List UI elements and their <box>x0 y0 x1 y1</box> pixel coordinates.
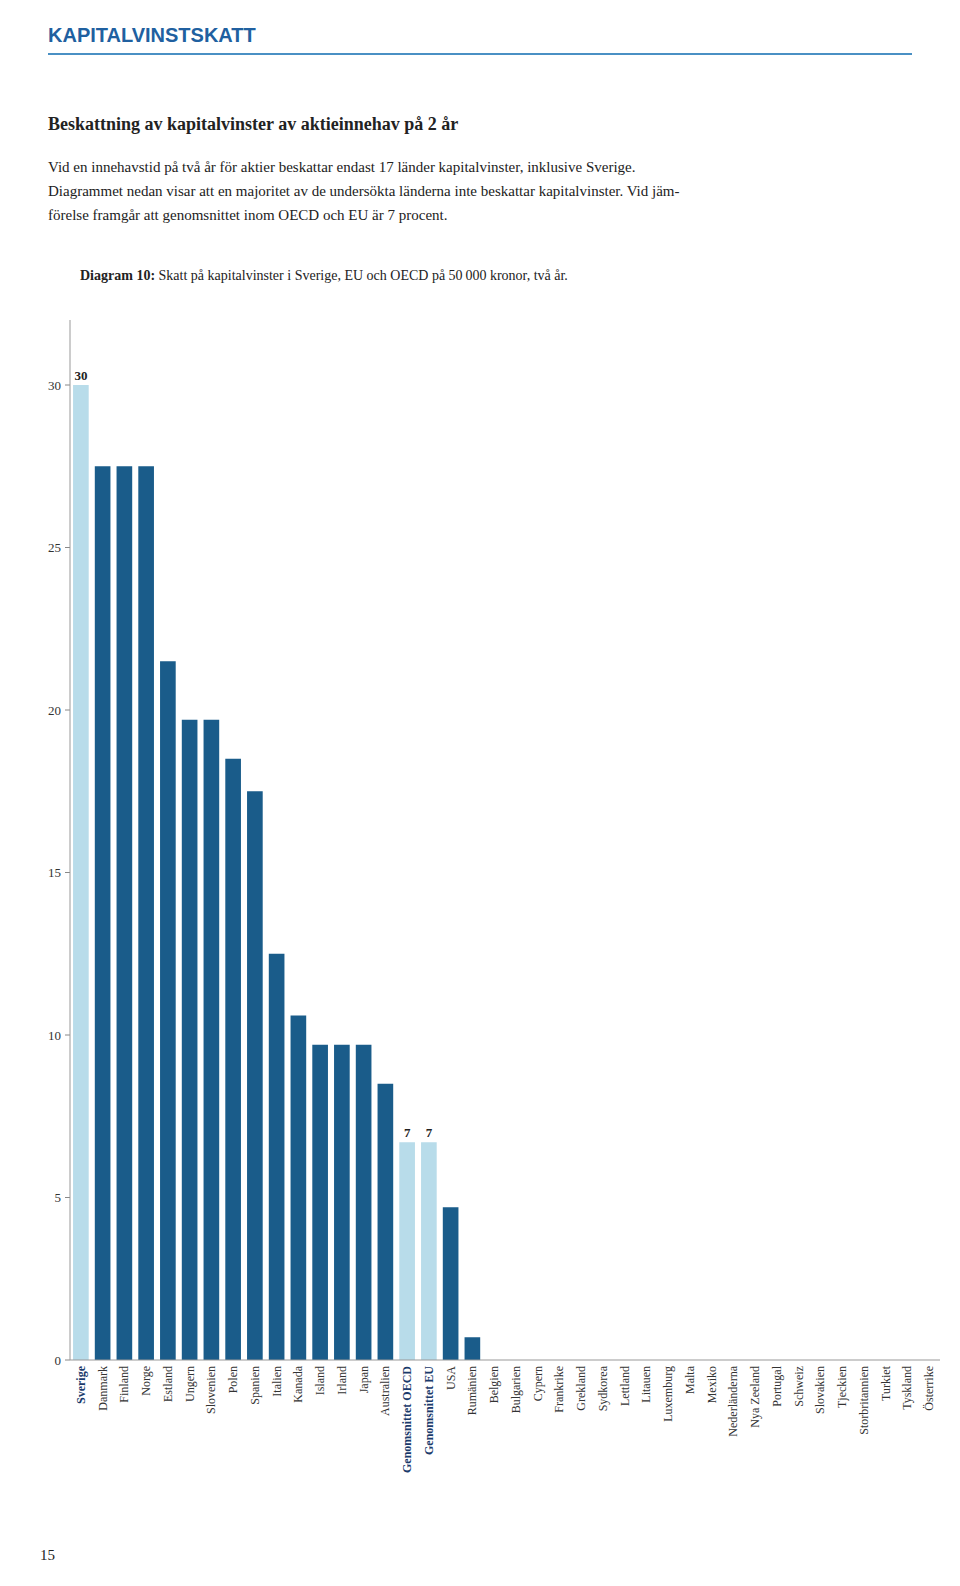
y-tick <box>65 1035 70 1036</box>
page-number: 15 <box>40 1547 55 1563</box>
title-rule <box>48 53 912 55</box>
x-tick-label: Österrike <box>922 1366 936 1411</box>
x-tick-label: Sverige <box>74 1365 88 1404</box>
bar <box>378 1084 394 1360</box>
x-tick-label: Spanien <box>248 1366 262 1405</box>
x-tick-label: Danmark <box>96 1366 110 1411</box>
chart: 0 5 10 15 20 25 30 30 77 Sverige Danmark Finland Nor… <box>48 320 940 1473</box>
data-label: 7 <box>426 1125 433 1140</box>
bar <box>421 1142 437 1360</box>
x-tick-label: Norge <box>139 1366 153 1396</box>
x-tick-label: Ungern <box>183 1366 197 1402</box>
diagram-label: Diagram 10: Skatt på kapitalvinster i Sv… <box>80 268 568 283</box>
bar <box>312 1045 328 1360</box>
y-tick <box>65 1360 70 1361</box>
x-tick-label: Portugal <box>770 1365 784 1406</box>
data-label: 30 <box>74 368 87 383</box>
x-tick-label: Lettland <box>618 1366 632 1406</box>
x-tick-label: Kanada <box>291 1365 305 1402</box>
bar <box>95 466 111 1360</box>
diagram-label-bold: Diagram 10: <box>80 268 155 283</box>
y-tick-label: 0 <box>55 1353 62 1368</box>
x-tick-label: Storbritannien <box>857 1366 871 1435</box>
x-tick-label: Italien <box>270 1366 284 1397</box>
diagram-label-text: Skatt på kapitalvinster i Sverige, EU oc… <box>155 268 568 283</box>
bar <box>73 385 89 1360</box>
bar <box>182 720 198 1360</box>
y-axis <box>70 320 71 1360</box>
x-tick-label: Sydkorea <box>596 1365 610 1411</box>
x-tick-label: Litauen <box>639 1366 653 1403</box>
bars <box>73 385 480 1360</box>
x-tick-label: Japan <box>357 1366 371 1393</box>
x-tick-label: Genomsnittet EU <box>422 1366 436 1455</box>
bar <box>160 661 176 1360</box>
y-tick <box>65 872 70 873</box>
x-tick-label: Island <box>313 1366 327 1395</box>
y-tick <box>65 710 70 711</box>
x-tick-label: Tyskland <box>900 1366 914 1410</box>
bar <box>399 1142 415 1360</box>
x-tick-label: Slovakien <box>813 1366 827 1414</box>
y-tick-label: 15 <box>48 865 61 880</box>
x-tick-label: Estland <box>161 1366 175 1402</box>
bar <box>269 954 285 1360</box>
bar <box>465 1337 481 1360</box>
x-tick-label: Frankrike <box>552 1366 566 1413</box>
x-tick-label: USA <box>444 1366 458 1390</box>
title: KAPITALVINSTSKATT <box>48 24 256 46</box>
bar <box>334 1045 350 1360</box>
body-text: förelse framgår att genomsnittet inom OE… <box>48 207 447 223</box>
x-tick-label: Belgien <box>487 1366 501 1403</box>
bar <box>443 1207 459 1360</box>
x-tick-label: Polen <box>226 1366 240 1393</box>
x-tick-label: Bulgarien <box>509 1366 523 1413</box>
page: KAPITALVINSTSKATT Beskattning av kapitalv… <box>0 0 960 1586</box>
x-tick-label: Genomsnittet OECD <box>400 1366 414 1473</box>
x-tick-label: Turkiet <box>879 1365 893 1401</box>
bar <box>225 759 241 1360</box>
x-tick-label: Tjeckien <box>835 1366 849 1408</box>
x-tick-label: Nederländerna <box>726 1365 740 1436</box>
bar <box>356 1045 372 1360</box>
x-tick-label: Irland <box>335 1366 349 1395</box>
y-tick-label: 20 <box>48 703 61 718</box>
y-tick <box>65 547 70 548</box>
subtitle: Beskattning av kapitalvinster av aktiein… <box>48 114 458 134</box>
x-tick-label: Schweiz <box>792 1366 806 1407</box>
y-tick-label: 5 <box>55 1190 62 1205</box>
x-tick-label: Rumänien <box>465 1366 479 1415</box>
x-tick-label: Cypern <box>531 1366 545 1401</box>
x-axis <box>70 1360 940 1361</box>
y-tick-label: 25 <box>48 540 61 555</box>
y-tick-label: 30 <box>48 378 61 393</box>
bar <box>117 466 133 1360</box>
x-tick-label: Slovenien <box>204 1366 218 1414</box>
bar <box>138 466 154 1360</box>
x-tick-label: Luxemburg <box>661 1366 675 1422</box>
x-tick-label: Malta <box>683 1365 697 1394</box>
x-tick-label: Mexiko <box>705 1366 719 1403</box>
bar <box>291 1016 307 1361</box>
bar <box>247 791 263 1360</box>
x-tick-label: Australien <box>378 1366 392 1416</box>
x-tick-label: Nya Zeeland <box>748 1366 762 1428</box>
body-text: Vid en innehavstid på två år för aktier … <box>48 159 635 175</box>
y-tick <box>65 385 70 386</box>
x-tick-label: Finland <box>117 1366 131 1403</box>
data-label: 7 <box>404 1125 411 1140</box>
body-text: Diagrammet nedan visar att en majoritet … <box>48 183 680 199</box>
y-tick-label: 10 <box>48 1028 61 1043</box>
bar <box>204 720 220 1360</box>
y-tick <box>65 1197 70 1198</box>
x-tick-label: Grekland <box>574 1366 588 1411</box>
